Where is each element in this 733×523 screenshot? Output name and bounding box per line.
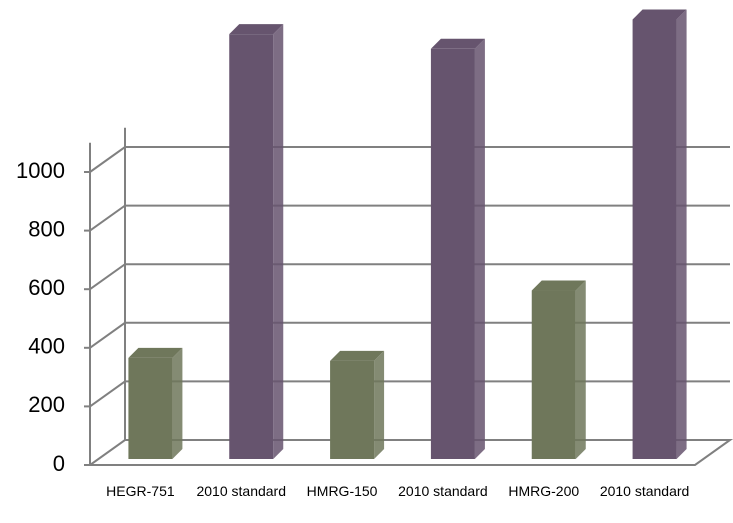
bar-top — [531, 280, 586, 291]
y-tick-label: 600 — [28, 275, 65, 300]
y-tick-label: 800 — [28, 216, 65, 241]
bar-top — [128, 347, 183, 358]
bar-side — [273, 24, 284, 460]
bar-side — [575, 280, 586, 459]
bar-side — [374, 350, 385, 459]
bar — [632, 19, 677, 459]
grid-line — [89, 263, 730, 291]
bar — [330, 360, 375, 459]
y-tick-label: 1000 — [16, 158, 65, 183]
bar-side — [172, 347, 183, 459]
grid-line — [89, 204, 730, 232]
bar-side — [474, 38, 485, 460]
x-tick-label: HMRG-150 — [306, 483, 378, 499]
x-tick-label: 2010 standard — [398, 483, 488, 499]
bar — [531, 290, 576, 459]
y-tick-label: 400 — [28, 334, 65, 359]
grid-line — [89, 146, 730, 173]
x-tick-label: 2010 standard — [599, 483, 690, 499]
floor — [86, 439, 733, 466]
bar — [128, 357, 173, 459]
y-tick-label: 0 — [53, 451, 65, 476]
bar-side — [676, 9, 687, 459]
bar-top — [430, 38, 485, 49]
bar — [229, 34, 274, 460]
x-tick-label: HEGR-751 — [106, 483, 175, 499]
bar-top — [330, 350, 385, 361]
grid-line — [89, 321, 730, 349]
x-tick-label: HMRG-200 — [508, 483, 580, 499]
grid-line — [89, 380, 730, 408]
y-tick-label: 200 — [28, 392, 65, 417]
bar-top — [229, 24, 284, 35]
bar — [430, 48, 475, 460]
x-tick-label: 2010 standard — [196, 483, 287, 499]
bar-top — [632, 9, 687, 20]
